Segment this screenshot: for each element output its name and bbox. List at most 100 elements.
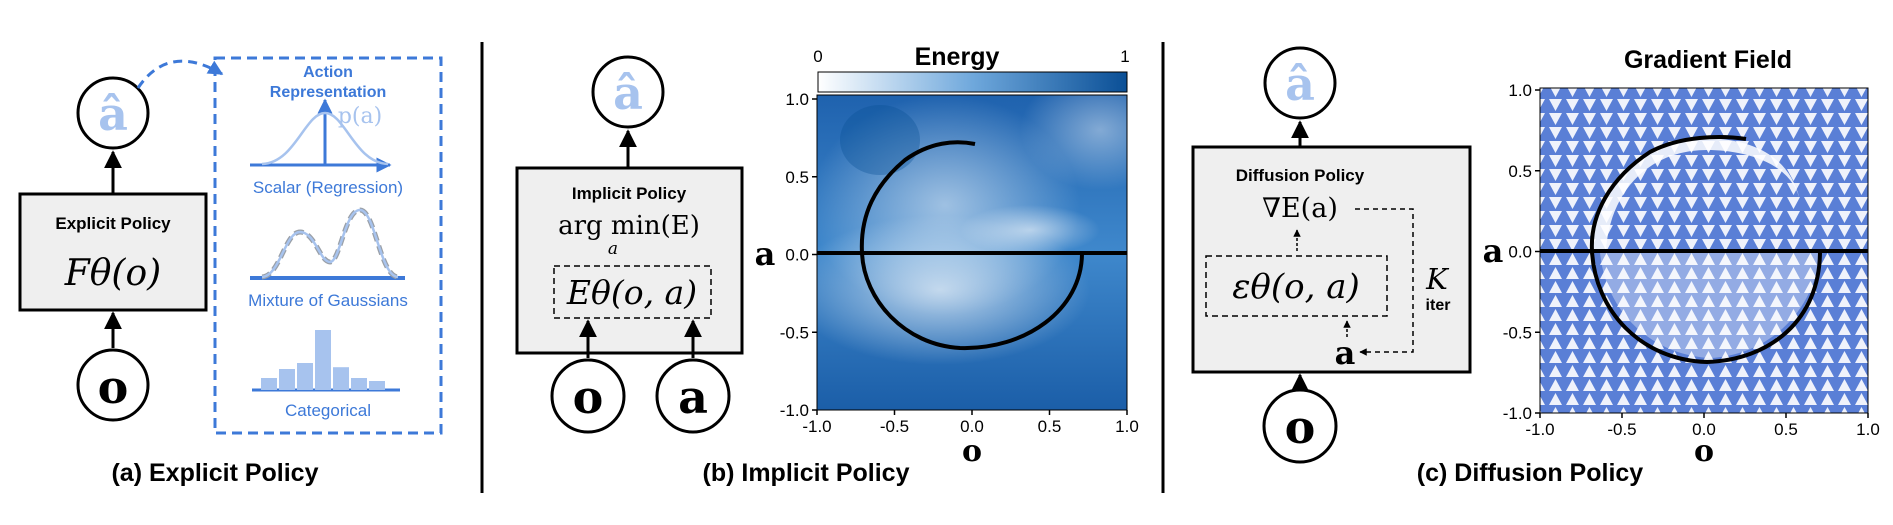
field-ylabel: a <box>1483 232 1504 270</box>
heatmap-ylabel: a <box>755 235 776 273</box>
heatmap-xtick-label: -0.5 <box>880 417 909 436</box>
implicit-policy-box <box>515 166 744 355</box>
categorical-label: Categorical <box>285 401 371 420</box>
gradient-formula: ∇E(a) <box>1262 193 1338 224</box>
input-symbol-o-c: o <box>1285 400 1316 454</box>
heatmap-dark-patch <box>840 105 920 175</box>
argmin-sub: a <box>608 239 618 259</box>
field-xlabel: o <box>1694 434 1714 469</box>
field-xtick-label: 0.0 <box>1692 420 1716 439</box>
representation-title-line1: Action <box>303 64 353 81</box>
colorbar-min: 0 <box>813 47 822 66</box>
heatmap-y-axis: 1.0 0.5 0.0 -0.5 -1.0 <box>780 90 817 420</box>
heatmap-ytick-label: 0.5 <box>785 168 809 187</box>
mixture-of-gaussians-plot: Mixture of Gaussians <box>248 207 408 310</box>
categorical-bar <box>279 369 295 390</box>
categorical-bar <box>369 381 385 390</box>
heatmap-xtick-label: -1.0 <box>802 417 831 436</box>
output-node-b <box>591 55 665 129</box>
field-xtick-label: -0.5 <box>1607 420 1636 439</box>
gradient-field-title: Gradient Field <box>1624 46 1792 74</box>
heatmap-upper-right-glow <box>1020 95 1127 190</box>
field-upper-arrows <box>1540 88 1868 251</box>
field-ytick-label: -0.5 <box>1503 323 1532 342</box>
field-xtick-label: 1.0 <box>1856 420 1880 439</box>
field-xtick-label: -1.0 <box>1525 420 1554 439</box>
input-node-o-b <box>550 358 626 434</box>
heatmap-center-glow <box>960 205 1100 255</box>
input-node-o-a <box>76 348 150 422</box>
heatmap-ytick-label: -1.0 <box>780 401 809 420</box>
input-node-o-c <box>1262 388 1338 464</box>
field-upper-clear-region <box>1592 138 1800 251</box>
explicit-policy-formula: Fθ(o) <box>64 253 161 294</box>
heatmap-xlabel: o <box>962 434 982 469</box>
scalar-gaussian-curve <box>261 111 389 166</box>
field-xtick-label: 0.5 <box>1774 420 1798 439</box>
prob-label: p(a) <box>338 104 382 129</box>
field-y-axis: 1.0 0.5 0.0 -0.5 -1.0 <box>1503 81 1540 423</box>
categorical-bar <box>333 367 349 390</box>
dashed-link-to-representation <box>136 59 224 89</box>
action-representation-box <box>213 56 443 435</box>
noisy-action-symbol: a <box>1335 334 1356 372</box>
field-ytick-label: 0.0 <box>1508 243 1532 262</box>
energy-formula: Eθ(o, a) <box>566 273 697 312</box>
input-node-a-b <box>655 358 731 434</box>
representation-title-line2: Representation <box>270 84 386 101</box>
field-lower-clear-region <box>1600 252 1820 358</box>
panel-explicit-policy: â Explicit Policy Fθ(o) o Action Represe… <box>18 56 443 487</box>
field-ytick-label: 0.5 <box>1508 162 1532 181</box>
caption-c: (c) Diffusion Policy <box>1417 459 1644 487</box>
caption-b: (b) Implicit Policy <box>703 459 910 487</box>
output-node-a <box>76 76 150 150</box>
categorical-bar <box>297 363 313 390</box>
heatmap-ytick-label: -0.5 <box>780 323 809 342</box>
input-symbol-o-b: o <box>573 370 604 424</box>
explicit-policy-label: Explicit Policy <box>55 214 171 233</box>
energy-colorbar <box>817 71 1128 93</box>
heatmap-xtick-label: 1.0 <box>1115 417 1139 436</box>
noise-predictor-formula: εθ(o, a) <box>1232 267 1360 307</box>
caption-a: (a) Explicit Policy <box>111 459 318 487</box>
heatmap-ytick-label: 1.0 <box>785 90 809 109</box>
categorical-bar <box>315 330 331 390</box>
energy-function-box <box>553 265 712 319</box>
explicit-policy-box <box>18 192 208 312</box>
mog-label: Mixture of Gaussians <box>248 291 408 310</box>
categorical-bar <box>261 378 277 390</box>
implicit-policy-label: Implicit Policy <box>572 184 687 203</box>
energy-heatmap <box>817 95 1127 410</box>
colorbar-max: 1 <box>1120 47 1129 66</box>
scalar-label: Scalar (Regression) <box>253 178 403 197</box>
output-symbol-a: â <box>98 87 128 141</box>
field-ytick-label: -1.0 <box>1503 404 1532 423</box>
iter-sub: iter <box>1426 297 1451 314</box>
heatmap-x-axis: -1.0 -0.5 0.0 0.5 1.0 <box>802 410 1139 436</box>
mog-curve <box>261 208 399 279</box>
field-ytick-label: 1.0 <box>1508 81 1532 100</box>
field-x-axis: -1.0 -0.5 0.0 0.5 1.0 <box>1525 413 1880 439</box>
iteration-loop-arrow <box>1355 208 1414 356</box>
categorical-plot: Categorical <box>252 330 400 420</box>
output-symbol-c: â <box>1285 57 1315 111</box>
heatmap-xtick-label: 0.0 <box>960 417 984 436</box>
diffusion-policy-label: Diffusion Policy <box>1236 166 1365 185</box>
iter-k: K <box>1425 262 1450 296</box>
scalar-regression-plot: p(a) Scalar (Regression) <box>250 98 403 197</box>
input-symbol-a-b: a <box>678 370 708 424</box>
output-node-c <box>1263 46 1337 120</box>
colorbar-title: Energy <box>915 43 1000 71</box>
heatmap-spiral-curve <box>859 140 1084 351</box>
panel-implicit-policy: â Implicit Policy arg min(E) a Eθ(o, a) … <box>515 43 1139 487</box>
panel-diffusion-policy: â Diffusion Policy ∇E(a) εθ(o, a) K iter… <box>1191 46 1880 487</box>
heatmap-ytick-label: 0.0 <box>785 246 809 265</box>
argmin-text: arg min(E) <box>558 211 700 241</box>
heatmap-xtick-label: 0.5 <box>1038 417 1062 436</box>
categorical-bar <box>351 378 367 390</box>
output-symbol-b: â <box>613 66 643 120</box>
input-symbol-o-a: o <box>98 360 129 414</box>
noise-predictor-box <box>1205 255 1388 317</box>
field-spiral-curve <box>1589 135 1822 365</box>
